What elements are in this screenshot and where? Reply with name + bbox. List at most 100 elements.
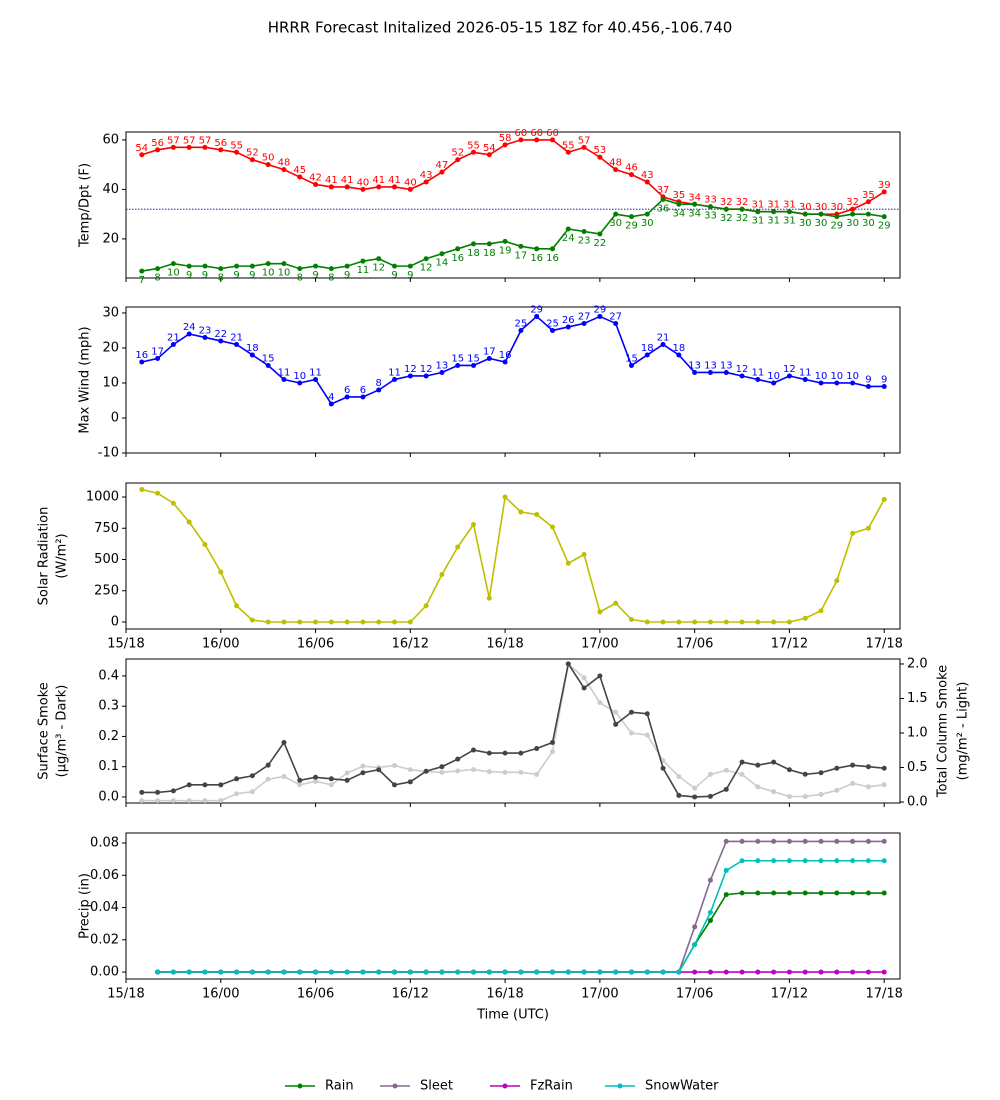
data-point: [155, 266, 161, 272]
data-point: [739, 771, 745, 777]
x-tick-label: 16/12: [392, 637, 429, 652]
data-point: [502, 969, 508, 975]
data-point: [486, 152, 492, 158]
data-label: 8: [154, 273, 160, 284]
data-point: [771, 890, 777, 896]
data-label: 57: [167, 135, 180, 146]
data-label: 48: [609, 158, 622, 169]
data-label: 56: [214, 138, 227, 149]
data-point: [155, 490, 161, 496]
data-label: 25: [515, 318, 528, 329]
plot-frame: [125, 131, 901, 279]
data-label: 32: [736, 213, 749, 224]
y-tick-label: 0.02: [90, 932, 119, 947]
data-label: 7: [139, 275, 145, 286]
data-point: [850, 380, 856, 386]
data-point: [518, 509, 524, 515]
data-point: [549, 739, 555, 745]
data-point: [755, 858, 761, 864]
data-label: 30: [862, 218, 875, 229]
data-point: [518, 243, 524, 249]
data-point: [834, 765, 840, 771]
data-point: [707, 619, 713, 625]
data-point: [771, 789, 777, 795]
y-tick-label: 0.3: [98, 699, 119, 714]
data-label: 60: [515, 128, 528, 139]
data-point: [549, 749, 555, 755]
data-point: [534, 969, 540, 975]
data-point: [865, 784, 871, 790]
data-point: [313, 778, 319, 784]
legend-label: SnowWater: [645, 1079, 719, 1094]
data-point: [597, 673, 603, 679]
data-point: [455, 969, 461, 975]
y-axis-label: Temp/Dpt (F): [78, 163, 93, 248]
data-point: [881, 189, 887, 195]
data-point: [486, 355, 492, 361]
data-point: [802, 211, 808, 217]
data-point: [597, 231, 603, 237]
data-label: 14: [436, 258, 449, 269]
data-label: 60: [546, 128, 559, 139]
data-label: 55: [562, 140, 575, 151]
data-point: [628, 214, 634, 220]
data-point: [155, 147, 161, 153]
data-point: [249, 263, 255, 269]
data-label: 16: [530, 253, 543, 264]
data-point: [218, 969, 224, 975]
data-label: 29: [530, 304, 543, 315]
data-label: 52: [246, 148, 259, 159]
data-point: [755, 838, 761, 844]
data-point: [881, 765, 887, 771]
data-label: 33: [704, 211, 717, 222]
x-tick-label: 16/06: [297, 987, 334, 1002]
data-label: 10: [815, 371, 828, 382]
data-point: [281, 773, 287, 779]
data-point: [281, 376, 287, 382]
data-label: 9: [865, 374, 871, 385]
data-label: 16: [499, 350, 512, 361]
data-point: [202, 969, 208, 975]
data-point: [265, 776, 271, 782]
data-label: 16: [451, 253, 464, 264]
data-point: [186, 144, 192, 150]
data-point: [218, 147, 224, 153]
data-point: [170, 144, 176, 150]
data-point: [565, 226, 571, 232]
legend-item: Sleet: [380, 1079, 453, 1094]
y-tick-label: 1000: [86, 490, 119, 505]
data-point: [581, 552, 587, 557]
series-line: [157, 892, 885, 973]
data-point: [249, 773, 255, 779]
data-label: 30: [799, 218, 812, 229]
data-label: 57: [578, 135, 591, 146]
data-label: 32: [846, 197, 859, 208]
data-point: [676, 969, 682, 975]
data-point: [471, 362, 477, 368]
data-point: [739, 858, 745, 864]
data-point: [786, 209, 792, 215]
data-label: 23: [578, 235, 591, 246]
data-point: [455, 362, 461, 368]
plot-frame: [125, 658, 901, 804]
data-point: [881, 782, 887, 788]
data-label: 29: [625, 221, 638, 232]
data-label: 45: [293, 165, 306, 176]
data-label: 57: [199, 135, 212, 146]
data-point: [818, 608, 824, 614]
x-tick-label: 17/12: [771, 987, 808, 1002]
data-label: 31: [751, 216, 764, 227]
y-tick-label: 0.06: [90, 868, 119, 883]
data-point: [707, 204, 713, 210]
data-label: 29: [830, 221, 843, 232]
y-tick-label: 250: [94, 583, 119, 598]
data-label: 9: [249, 270, 255, 281]
data-label: 27: [609, 311, 622, 322]
y-axis-label: (μg/m³ - Dark): [55, 685, 70, 778]
data-point: [802, 838, 808, 844]
data-point: [881, 497, 887, 502]
data-point: [407, 779, 413, 785]
data-point: [581, 685, 587, 691]
data-point: [423, 179, 429, 185]
data-point: [818, 838, 824, 844]
